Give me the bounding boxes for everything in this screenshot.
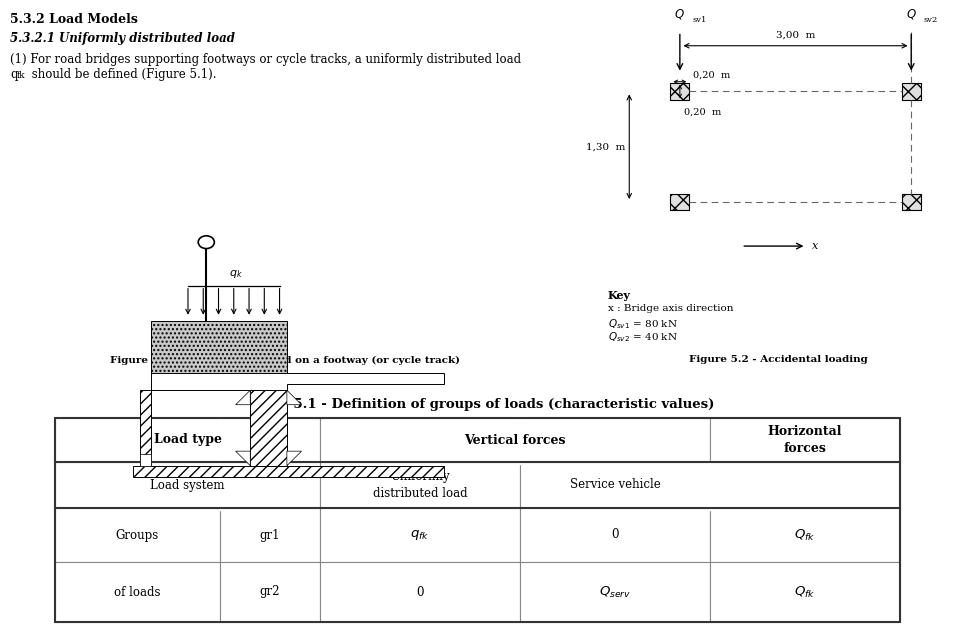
- Text: $Q_{fk}$: $Q_{fk}$: [794, 528, 816, 543]
- Text: $Q_{sv1}$ = 80 kN: $Q_{sv1}$ = 80 kN: [608, 317, 678, 331]
- Text: x : Bridge axis direction: x : Bridge axis direction: [608, 304, 734, 313]
- Text: Figure 5.2 - Accidental loading: Figure 5.2 - Accidental loading: [688, 355, 868, 364]
- Text: 0: 0: [611, 529, 619, 541]
- Polygon shape: [133, 466, 444, 477]
- Text: Load type: Load type: [153, 433, 222, 447]
- Bar: [520, 418, 710, 462]
- Text: Table 5.1 - Definition of groups of loads (characteristic values): Table 5.1 - Definition of groups of load…: [250, 398, 714, 411]
- Text: 0,20  m: 0,20 m: [693, 71, 730, 80]
- Text: Horizontal
forces: Horizontal forces: [767, 425, 843, 455]
- Bar: [220, 508, 320, 562]
- Text: gr2: gr2: [259, 586, 281, 598]
- Polygon shape: [151, 373, 444, 390]
- Text: Uniformly
distributed load: Uniformly distributed load: [373, 470, 468, 500]
- Bar: [320, 562, 520, 622]
- Polygon shape: [141, 390, 151, 466]
- Polygon shape: [141, 454, 151, 466]
- Bar: [520, 562, 710, 622]
- Text: 5.3.2.1 Uniformly distributed load: 5.3.2.1 Uniformly distributed load: [10, 32, 235, 45]
- Text: $Q_{sv2}$ = 40 kN: $Q_{sv2}$ = 40 kN: [608, 330, 678, 344]
- Text: 0: 0: [416, 586, 424, 598]
- Bar: [710, 462, 900, 508]
- Text: Vertical forces: Vertical forces: [465, 433, 566, 447]
- Polygon shape: [287, 451, 302, 466]
- Polygon shape: [151, 321, 287, 373]
- Bar: [55, 562, 220, 622]
- Bar: [320, 508, 520, 562]
- Bar: [220, 462, 320, 508]
- Text: sv1: sv1: [692, 16, 707, 24]
- Text: 1,30  m: 1,30 m: [585, 142, 625, 151]
- Text: q: q: [10, 68, 17, 81]
- Text: sv2: sv2: [924, 16, 938, 24]
- Bar: [520, 508, 710, 562]
- Circle shape: [199, 236, 214, 249]
- Bar: [671, 194, 689, 210]
- Text: of loads: of loads: [115, 586, 161, 598]
- Text: Load system: Load system: [150, 478, 225, 492]
- Text: x: x: [812, 241, 818, 251]
- Text: $Q$: $Q$: [675, 7, 685, 21]
- Bar: [220, 418, 320, 462]
- Text: $q_{k}$: $q_{k}$: [228, 268, 243, 280]
- Bar: [320, 418, 520, 462]
- Bar: [902, 83, 921, 100]
- Text: Key: Key: [608, 290, 631, 301]
- Text: Service vehicle: Service vehicle: [570, 478, 660, 492]
- Text: 0,20  m: 0,20 m: [684, 107, 721, 117]
- Text: $Q_{fk}$: $Q_{fk}$: [794, 584, 816, 599]
- Text: 3,00  m: 3,00 m: [776, 30, 816, 39]
- Bar: [520, 462, 710, 508]
- Bar: [55, 418, 900, 622]
- Bar: [220, 562, 320, 622]
- Text: $q_{fk}$: $q_{fk}$: [411, 528, 430, 542]
- Bar: [55, 508, 220, 562]
- Bar: [902, 194, 921, 210]
- Text: $Q_{serv}$: $Q_{serv}$: [599, 584, 631, 599]
- Polygon shape: [287, 390, 302, 404]
- Polygon shape: [235, 390, 251, 404]
- Text: 5.3.2 Load Models: 5.3.2 Load Models: [10, 13, 138, 26]
- Text: should be defined (Figure 5.1).: should be defined (Figure 5.1).: [28, 68, 217, 81]
- Bar: [671, 83, 689, 100]
- Text: fk: fk: [17, 71, 26, 80]
- Polygon shape: [251, 390, 287, 466]
- Polygon shape: [235, 451, 251, 466]
- Bar: [710, 562, 900, 622]
- Text: gr1: gr1: [259, 529, 281, 541]
- Text: (1) For road bridges supporting footways or cycle tracks, a uniformly distribute: (1) For road bridges supporting footways…: [10, 53, 522, 66]
- Bar: [55, 418, 220, 462]
- Bar: [55, 462, 220, 508]
- Text: Groups: Groups: [116, 529, 159, 541]
- Bar: [710, 418, 900, 462]
- Bar: [710, 508, 900, 562]
- Text: Figure 5.1 - Characteristic load on a footway (or cycle track): Figure 5.1 - Characteristic load on a fo…: [110, 356, 460, 365]
- Bar: [320, 462, 520, 508]
- Text: $Q$: $Q$: [906, 7, 917, 21]
